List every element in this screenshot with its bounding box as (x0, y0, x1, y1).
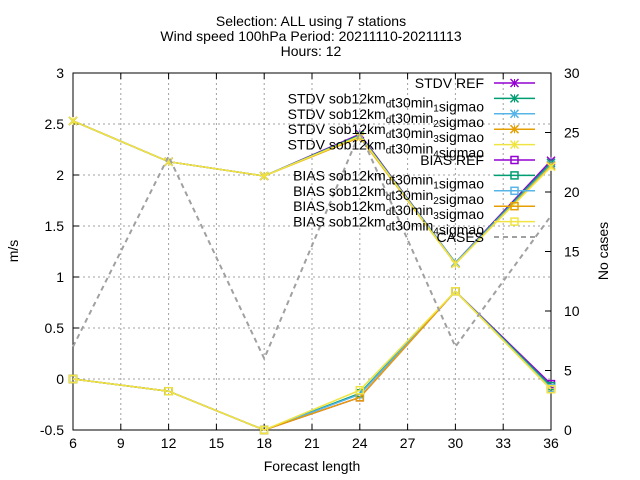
legend-item-5: BIAS REF (420, 152, 535, 168)
data-point (450, 259, 460, 269)
x-tick-label: 36 (543, 435, 559, 451)
legend-item-7: BIAS sob12kmdt30min2sigmao (293, 183, 535, 207)
legend-item-10: CASES (437, 229, 535, 245)
x-tick-label: 30 (448, 435, 464, 451)
data-point (259, 425, 269, 435)
x-tick-label: 6 (69, 435, 77, 451)
x-tick-label: 27 (400, 435, 416, 451)
legend-label: STDV sob12kmdt30min3sigmao (288, 121, 485, 145)
x-tick-label: 12 (161, 435, 177, 451)
y-tick-label: 1 (56, 269, 64, 285)
y2-tick-label: 0 (564, 422, 572, 438)
legend-marker (510, 186, 519, 196)
data-point (164, 157, 174, 167)
data-point (164, 386, 173, 396)
axis-ticks: 6 9 12 15 18 21 24 27 30 33 36-0.500.511.522.53051… (40, 65, 580, 451)
legend-label: STDV sob12kmdt30min1sigmao (288, 90, 485, 114)
series-4 (68, 116, 556, 269)
y-tick-label: 1.5 (45, 218, 65, 234)
legend-item-4: STDV sob12kmdt30min4sigmao (288, 137, 535, 161)
data-point (546, 162, 556, 172)
legend-marker (510, 155, 519, 165)
chart-title-line-3: Hours: 12 (281, 43, 342, 59)
x-tick-label: 18 (256, 435, 272, 451)
x-tick-label: 9 (117, 435, 125, 451)
data-point (451, 287, 460, 296)
x-tick-label: 15 (209, 435, 225, 451)
legend-label: STDV sob12kmdt30min4sigmao (288, 137, 485, 161)
y-tick-label: 0.5 (45, 320, 65, 336)
series-9 (68, 287, 556, 435)
legend-marker (510, 217, 519, 226)
y2-tick-label: 15 (564, 244, 580, 260)
data-point (259, 171, 269, 181)
legend-marker (509, 124, 520, 134)
y-tick-label: 2 (56, 167, 64, 183)
legend-marker (509, 93, 520, 103)
legend-marker (509, 140, 520, 150)
y-tick-label: -0.5 (40, 422, 64, 438)
legend-item-6: BIAS sob12kmdt30min1sigmao (293, 167, 535, 191)
legend-label: CASES (437, 229, 484, 245)
legend-item-8: BIAS sob12kmdt30min3sigmao (293, 198, 535, 222)
series-10 (72, 129, 552, 362)
legend-item-0: STDV REF (415, 75, 535, 91)
legend-label: BIAS sob12kmdt30min2sigmao (293, 183, 484, 207)
y2-axis-label: No cases (595, 222, 611, 280)
legend-label: BIAS sob12kmdt30min1sigmao (293, 167, 484, 191)
legend-marker (510, 201, 519, 211)
legend-marker (509, 109, 520, 119)
y2-tick-label: 10 (564, 303, 580, 319)
data-point (68, 374, 78, 384)
series-group (68, 116, 556, 435)
data-point (68, 116, 78, 126)
legend-item-9: BIAS sob12kmdt30min4sigmao (293, 214, 535, 238)
legend-label: BIAS REF (420, 152, 484, 168)
y2-tick-label: 5 (564, 363, 572, 379)
chart-title-line-2: Wind speed 100hPa Period: 20211110-20211… (160, 28, 461, 44)
y-axis-label: m/s (5, 240, 21, 263)
x-tick-label: 33 (495, 435, 511, 451)
legend-item-1: STDV sob12kmdt30min1sigmao (288, 90, 535, 114)
y-tick-label: 3 (56, 65, 64, 81)
legend-item-2: STDV sob12kmdt30min2sigmao (288, 106, 535, 130)
chart-title: Selection: ALL using 7 stations Wind spe… (160, 13, 461, 59)
y-tick-label: 0 (56, 371, 64, 387)
legend-label: BIAS sob12kmdt30min4sigmao (293, 214, 484, 238)
series-line (72, 120, 552, 265)
legend-marker (510, 171, 519, 180)
data-point (355, 385, 365, 395)
series-line (72, 290, 552, 431)
legend-label: STDV sob12kmdt30min2sigmao (288, 106, 485, 130)
legend-label: STDV REF (415, 75, 484, 91)
x-axis-label: Forecast length (264, 458, 361, 474)
y2-tick-label: 30 (564, 65, 580, 81)
y-tick-label: 2.5 (45, 116, 65, 132)
legend-marker (509, 78, 520, 88)
y2-tick-label: 20 (564, 184, 580, 200)
x-tick-label: 21 (304, 435, 320, 451)
legend-label: BIAS sob12kmdt30min3sigmao (293, 198, 484, 222)
series-line (72, 129, 552, 362)
chart-title-line-1: Selection: ALL using 7 stations (216, 13, 406, 29)
data-point (546, 384, 556, 394)
legend-item-3: STDV sob12kmdt30min3sigmao (288, 121, 535, 145)
x-tick-label: 24 (352, 435, 368, 451)
y2-tick-label: 25 (564, 125, 580, 141)
